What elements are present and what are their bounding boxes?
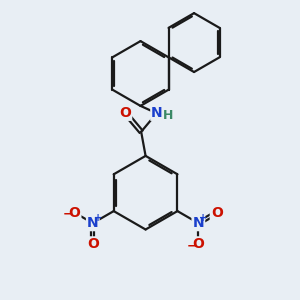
Text: N: N: [193, 216, 204, 230]
Text: O: O: [211, 206, 223, 220]
Text: +: +: [199, 213, 207, 223]
Text: O: O: [87, 237, 99, 251]
Text: −: −: [187, 239, 197, 252]
Text: −: −: [63, 208, 73, 220]
Text: N: N: [151, 106, 163, 120]
Text: O: O: [68, 206, 80, 220]
Text: H: H: [163, 109, 173, 122]
Text: N: N: [87, 216, 99, 230]
Text: O: O: [192, 237, 204, 251]
Text: O: O: [120, 106, 132, 120]
Text: +: +: [94, 213, 102, 223]
